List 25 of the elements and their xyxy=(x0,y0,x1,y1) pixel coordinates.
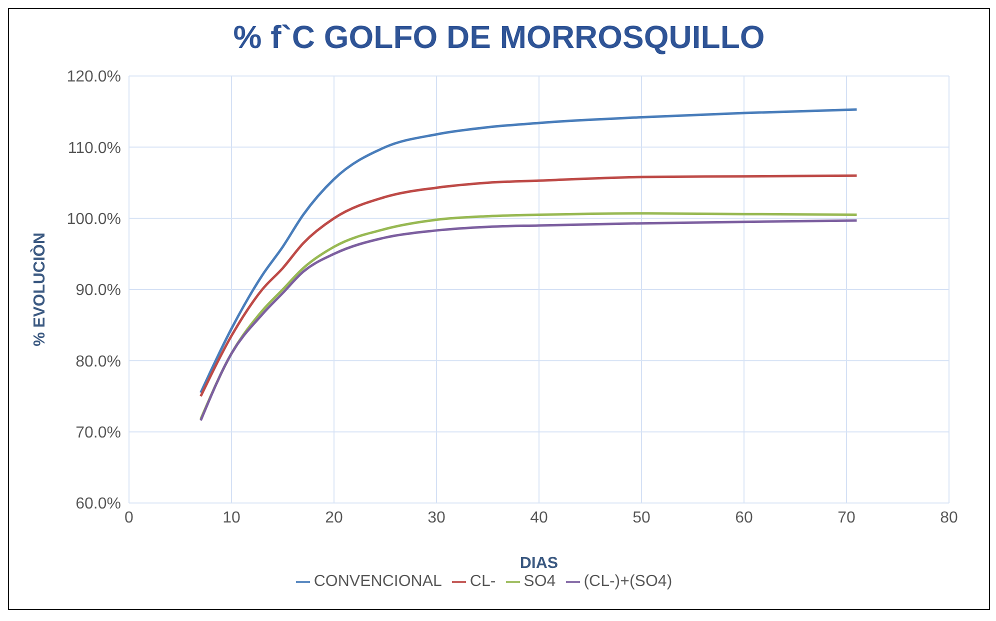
x-tick-label: 40 xyxy=(530,509,548,526)
x-tick-label: 30 xyxy=(428,509,446,526)
line-series xyxy=(200,108,858,394)
x-tick-label: 60 xyxy=(735,509,753,526)
line-series xyxy=(200,174,858,398)
y-tick-label: 90.0% xyxy=(76,282,121,300)
legend-label: CONVENCIONAL xyxy=(314,573,442,590)
y-axis-title: % EVOLUCIÒN xyxy=(30,232,49,346)
legend-label: SO4 xyxy=(524,573,556,590)
x-axis-title: DIAS xyxy=(520,555,558,572)
legend-label: (CL-)+(SO4) xyxy=(584,573,672,590)
x-tick-label: 10 xyxy=(222,509,240,526)
y-tick-label: 100.0% xyxy=(66,211,121,228)
y-tick-label: 110.0% xyxy=(68,140,121,157)
chart-title: % f`C GOLFO DE MORROSQUILLO xyxy=(232,19,766,56)
y-tick-label: 70.0% xyxy=(76,424,121,442)
y-tick-label: 120.0% xyxy=(66,68,121,86)
y-tick-label: 60.0% xyxy=(76,496,121,513)
x-tick-label: 70 xyxy=(838,509,856,526)
legend-label: CL- xyxy=(470,573,496,590)
x-tick-label: 50 xyxy=(632,509,650,526)
x-tick-label: 80 xyxy=(940,509,958,526)
x-tick-label: 20 xyxy=(325,509,343,526)
x-tick-label: 0 xyxy=(124,509,134,526)
y-tick-label: 80.0% xyxy=(76,353,121,370)
